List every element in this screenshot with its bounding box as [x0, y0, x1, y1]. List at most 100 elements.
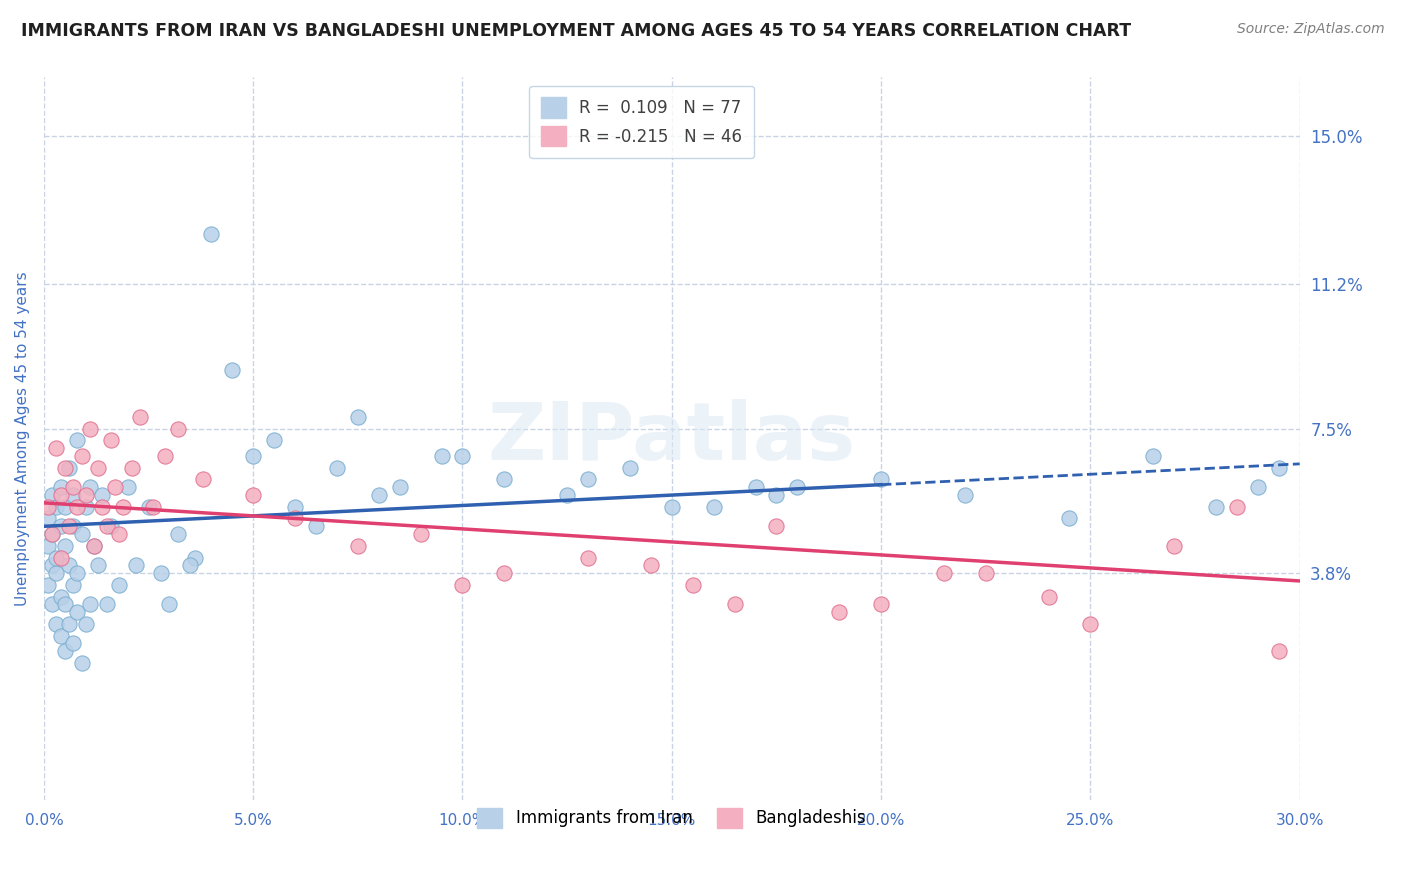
Point [96, 519, 118, 533]
Point [108, 578, 131, 592]
Point [263, 434, 285, 448]
Point [347, 539, 370, 553]
Point [430, 449, 453, 463]
Point [62, 636, 84, 650]
Point [619, 460, 641, 475]
Point [62, 488, 84, 502]
Point [49, 629, 72, 643]
Point [409, 527, 432, 541]
Point [494, 566, 516, 581]
Point [1268, 644, 1291, 658]
Point [828, 605, 851, 619]
Point [100, 434, 122, 448]
Point [870, 598, 893, 612]
Point [183, 550, 205, 565]
Point [66, 500, 89, 514]
Point [932, 566, 955, 581]
Point [159, 598, 181, 612]
Point [221, 363, 243, 377]
Point [125, 558, 148, 573]
Point [1226, 500, 1249, 514]
Point [1247, 480, 1270, 494]
Point [191, 473, 214, 487]
Point [83, 539, 105, 553]
Point [284, 500, 307, 514]
Point [75, 500, 97, 514]
Point [150, 566, 173, 581]
Point [70, 656, 93, 670]
Point [326, 460, 349, 475]
Point [786, 480, 808, 494]
Point [494, 473, 516, 487]
Point [53, 500, 76, 514]
Point [744, 480, 766, 494]
Point [62, 480, 84, 494]
Point [142, 500, 165, 514]
Point [284, 511, 307, 525]
Point [1038, 590, 1060, 604]
Point [49, 488, 72, 502]
Point [45, 566, 67, 581]
Point [104, 480, 127, 494]
Point [53, 460, 76, 475]
Text: Source: ZipAtlas.com: Source: ZipAtlas.com [1237, 22, 1385, 37]
Y-axis label: Unemployment Among Ages 45 to 54 years: Unemployment Among Ages 45 to 54 years [15, 271, 30, 606]
Point [58, 616, 80, 631]
Text: IMMIGRANTS FROM IRAN VS BANGLADESHI UNEMPLOYMENT AMONG AGES 45 TO 54 YEARS CORRE: IMMIGRANTS FROM IRAN VS BANGLADESHI UNEM… [21, 22, 1132, 40]
Point [555, 488, 578, 502]
Point [41, 558, 63, 573]
Point [974, 566, 997, 581]
Point [87, 460, 110, 475]
Point [79, 480, 101, 494]
Point [129, 410, 152, 425]
Point [451, 578, 474, 592]
Point [870, 473, 893, 487]
Point [166, 422, 188, 436]
Point [682, 578, 704, 592]
Point [451, 449, 474, 463]
Point [45, 616, 67, 631]
Point [79, 598, 101, 612]
Point [242, 449, 264, 463]
Point [640, 558, 662, 573]
Point [723, 598, 745, 612]
Point [66, 434, 89, 448]
Point [53, 644, 76, 658]
Point [62, 578, 84, 592]
Point [53, 598, 76, 612]
Point [49, 480, 72, 494]
Point [37, 500, 59, 514]
Point [37, 511, 59, 525]
Point [576, 473, 599, 487]
Point [45, 442, 67, 456]
Point [66, 566, 89, 581]
Point [121, 460, 143, 475]
Point [70, 449, 93, 463]
Point [1142, 449, 1164, 463]
Point [91, 488, 114, 502]
Point [37, 539, 59, 553]
Point [703, 500, 725, 514]
Point [1205, 500, 1227, 514]
Point [576, 550, 599, 565]
Point [70, 527, 93, 541]
Point [75, 616, 97, 631]
Point [91, 500, 114, 514]
Point [49, 590, 72, 604]
Point [45, 550, 67, 565]
Text: ZIPatlas: ZIPatlas [488, 400, 856, 477]
Point [41, 527, 63, 541]
Point [96, 598, 118, 612]
Point [117, 480, 139, 494]
Point [49, 519, 72, 533]
Point [66, 605, 89, 619]
Point [347, 410, 370, 425]
Point [75, 488, 97, 502]
Point [388, 480, 411, 494]
Point [1163, 539, 1185, 553]
Point [45, 500, 67, 514]
Point [166, 527, 188, 541]
Point [367, 488, 389, 502]
Point [41, 488, 63, 502]
Point [58, 460, 80, 475]
